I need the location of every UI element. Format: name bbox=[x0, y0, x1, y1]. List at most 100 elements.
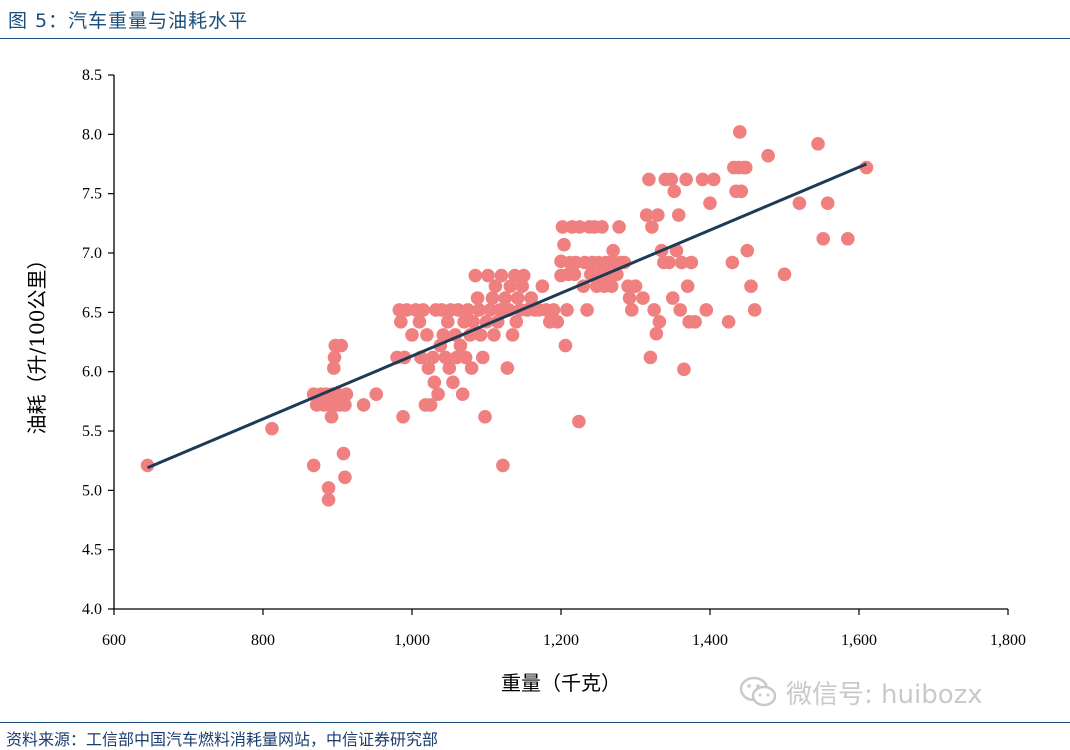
data-point bbox=[639, 208, 654, 222]
data-point bbox=[478, 409, 492, 424]
data-point bbox=[811, 137, 825, 151]
data-point bbox=[524, 291, 538, 305]
data-point bbox=[703, 196, 717, 210]
data-point bbox=[684, 255, 699, 270]
data-point bbox=[612, 220, 626, 234]
data-point bbox=[550, 315, 565, 329]
x-tick-label: 1,200 bbox=[543, 632, 579, 649]
data-point bbox=[503, 279, 518, 294]
y-tick-label: 8.0 bbox=[82, 126, 102, 143]
title-divider bbox=[0, 38, 1070, 39]
chart-labels: 4.0 4.5 5.0 5.5 6.0 6.5 7.0 7.5 8.0 8.5 600 800 1,00… bbox=[25, 67, 1026, 695]
data-point bbox=[442, 361, 457, 375]
data-point bbox=[558, 338, 573, 353]
data-point bbox=[405, 328, 419, 342]
data-point bbox=[356, 398, 371, 412]
y-tick-label: 5.5 bbox=[82, 423, 102, 440]
data-point bbox=[636, 291, 650, 305]
data-point bbox=[580, 303, 594, 317]
data-point bbox=[423, 398, 438, 412]
data-point bbox=[431, 387, 445, 402]
data-point bbox=[421, 361, 436, 375]
data-point bbox=[674, 255, 689, 270]
data-point bbox=[820, 196, 835, 210]
data-point bbox=[453, 338, 468, 353]
x-tick-label: 1,800 bbox=[990, 632, 1026, 649]
data-point bbox=[338, 470, 352, 485]
data-point bbox=[535, 279, 550, 294]
data-point bbox=[721, 315, 736, 329]
data-point bbox=[677, 362, 691, 377]
data-point bbox=[665, 291, 680, 305]
data-point bbox=[394, 315, 408, 329]
data-point bbox=[649, 326, 664, 341]
data-point bbox=[473, 328, 488, 342]
data-point bbox=[458, 350, 473, 365]
y-tick-label: 4.0 bbox=[82, 601, 102, 618]
data-point bbox=[334, 338, 349, 353]
watermark-text: 微信号: huibozx bbox=[786, 679, 983, 710]
data-point bbox=[777, 267, 792, 282]
data-point bbox=[516, 268, 531, 283]
data-point bbox=[673, 303, 687, 317]
data-point bbox=[645, 220, 659, 234]
data-point bbox=[481, 268, 495, 283]
x-tick-label: 1,000 bbox=[394, 632, 430, 649]
chart-axes bbox=[108, 74, 1009, 615]
data-point bbox=[733, 125, 747, 139]
data-point bbox=[725, 255, 740, 270]
data-point bbox=[475, 350, 490, 365]
data-point bbox=[339, 387, 354, 402]
data-point bbox=[662, 255, 676, 270]
data-point bbox=[510, 291, 525, 305]
data-point bbox=[327, 350, 342, 365]
y-tick-label: 7.0 bbox=[82, 245, 102, 262]
data-point bbox=[664, 172, 679, 187]
source-note: 资料来源：工信部中国汽车燃料消耗量网站，中信证券研究部 bbox=[6, 730, 439, 749]
data-point bbox=[761, 148, 775, 163]
figure-title: 图 5：汽车重量与油耗水平 bbox=[8, 10, 249, 32]
data-point bbox=[483, 303, 498, 317]
data-point bbox=[321, 481, 336, 495]
data-point bbox=[624, 303, 639, 317]
data-point bbox=[496, 458, 510, 473]
data-point bbox=[468, 268, 483, 283]
data-point bbox=[642, 172, 656, 187]
data-point bbox=[416, 303, 430, 317]
data-point bbox=[567, 267, 582, 282]
data-point bbox=[464, 361, 479, 375]
data-point bbox=[470, 291, 485, 305]
data-point bbox=[438, 350, 453, 365]
y-tick-label: 6.5 bbox=[82, 304, 102, 321]
y-tick-label: 6.0 bbox=[82, 364, 102, 381]
data-point bbox=[461, 303, 475, 317]
data-point bbox=[326, 361, 341, 375]
data-point bbox=[734, 184, 749, 199]
x-tick-label: 600 bbox=[102, 632, 126, 649]
data-point bbox=[336, 446, 351, 461]
data-point bbox=[738, 160, 753, 175]
data-point bbox=[706, 172, 721, 187]
data-point bbox=[515, 279, 530, 294]
y-tick-label: 7.5 bbox=[82, 186, 102, 203]
data-point bbox=[572, 220, 587, 234]
data-point bbox=[265, 421, 279, 436]
data-point bbox=[595, 220, 609, 234]
data-point bbox=[494, 268, 509, 283]
data-point bbox=[440, 315, 455, 329]
data-point bbox=[436, 328, 451, 342]
data-point bbox=[747, 303, 762, 317]
data-point bbox=[455, 387, 470, 402]
data-point bbox=[396, 409, 410, 424]
data-point bbox=[487, 328, 501, 342]
wechat-watermark: 微信号: huibozx bbox=[738, 670, 983, 714]
data-point bbox=[140, 458, 155, 473]
data-point bbox=[643, 350, 658, 365]
data-point bbox=[680, 279, 695, 294]
data-point bbox=[324, 409, 339, 424]
data-point bbox=[667, 184, 682, 199]
data-point bbox=[671, 208, 686, 222]
data-point bbox=[816, 231, 831, 246]
data-point bbox=[651, 208, 665, 222]
y-tick-label: 5.0 bbox=[82, 482, 102, 499]
